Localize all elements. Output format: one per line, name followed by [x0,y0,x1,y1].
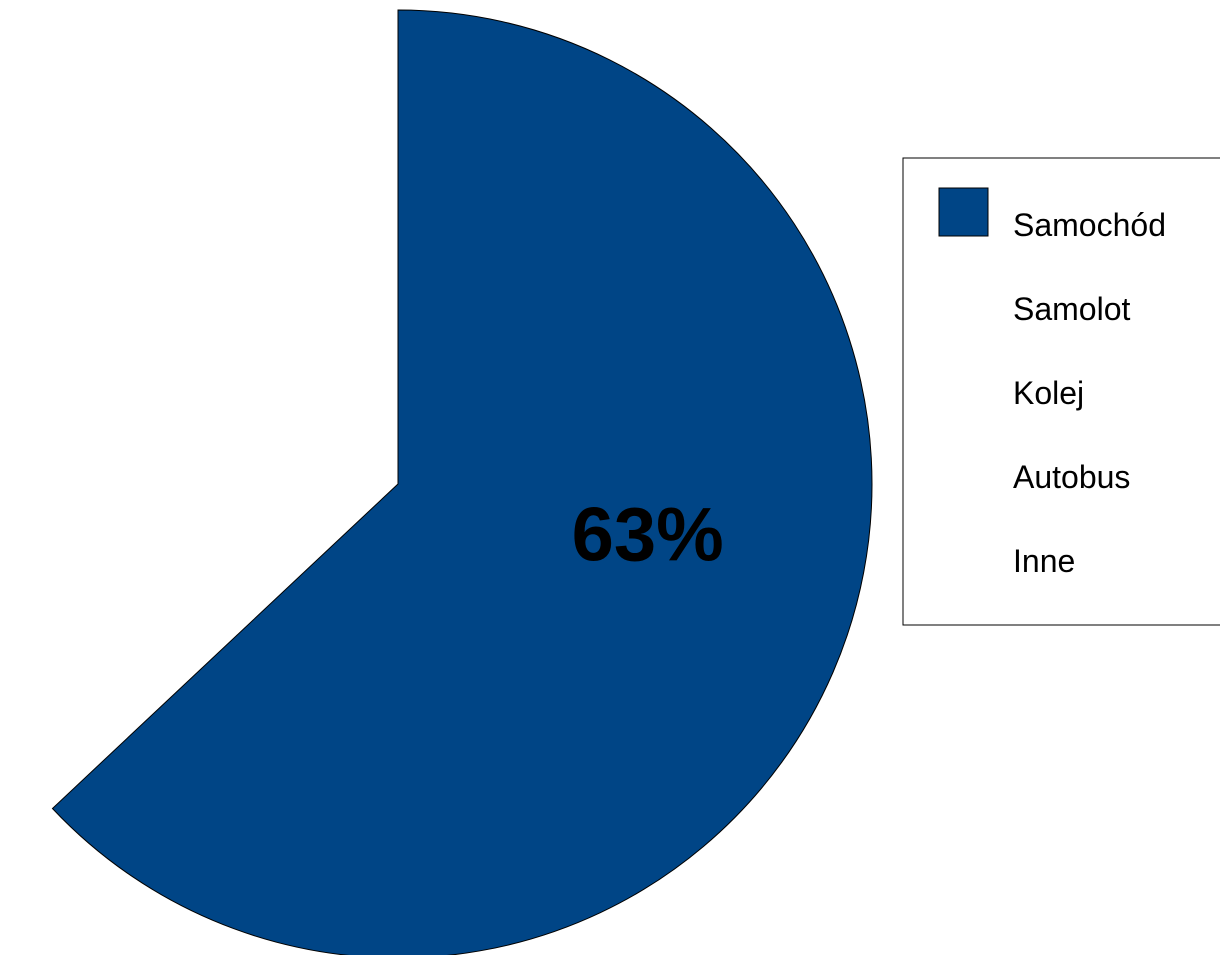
legend-swatch-samochód [938,187,989,237]
legend-label: Samolot [1013,291,1131,327]
legend-label: Samochód [1013,207,1166,243]
legend-label: Autobus [1013,459,1130,495]
labels-layer: 63% [572,493,724,578]
legend-items: Samochód Samolot Kolej Autobus Inne [938,187,1166,579]
legend-label: Kolej [1013,375,1084,411]
slice-data-label: 63% [572,493,724,578]
slices-layer [51,9,873,959]
pie-slice-samochód [51,9,873,959]
legend-label: Inne [1013,543,1075,579]
legend: Samochód Samolot Kolej Autobus Inne [902,157,1220,626]
